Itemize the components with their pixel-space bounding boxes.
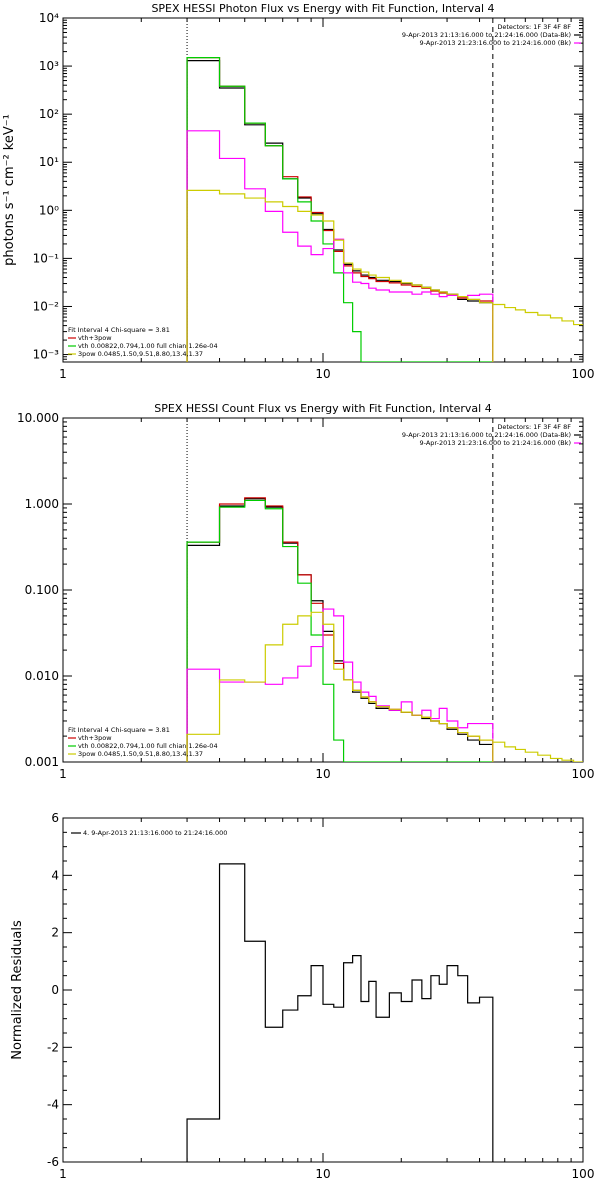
- series-vth: [186, 499, 493, 762]
- y-tick-label: 1.000: [25, 497, 59, 511]
- y-tick-label: 2: [51, 926, 59, 940]
- y-tick-label: 10.000: [17, 411, 59, 425]
- series-3pow-extension: [492, 741, 583, 762]
- plot-frame: [62, 417, 584, 763]
- legend-top-line: 9-Apr-2013 21:23:16.000 to 21:24:16.000 …: [420, 39, 571, 47]
- legend-top-line: Detectors: 1F 3F 4F 8F: [497, 23, 571, 31]
- legend-bottom-line: vth+3pow: [78, 334, 112, 342]
- y-tick-label: -6: [47, 1155, 59, 1169]
- legend-bottom-line: vth 0.00822,0.794,1.00 full chian 1.26e-…: [78, 342, 218, 350]
- series-bk: [186, 130, 494, 362]
- y-tick-label: 10⁴: [39, 11, 59, 25]
- legend-bottom-line: 3pow 0.0485,1.50,9.51,8.80,13.4,1.37: [78, 750, 203, 758]
- y-tick-label: 10⁻¹: [33, 251, 60, 265]
- y-tick-label: 10¹: [39, 155, 59, 169]
- y-tick-label: 10⁻²: [33, 299, 60, 313]
- y-tick-label: 0.001: [25, 755, 59, 769]
- series-data-bk: [186, 498, 494, 762]
- y-tick-label: 6: [51, 811, 59, 825]
- legend-top-line: 9-Apr-2013 21:23:16.000 to 21:24:16.000 …: [420, 439, 571, 447]
- plot-frame: [62, 17, 584, 363]
- legend-bottom-line: 3pow 0.0485,1.50,9.51,8.80,13.4,1.37: [78, 350, 203, 358]
- chart-panel-3: 1 10 100 -6 -4 -2 0 2 4 6 Normalized Residuals 4. 9…: [10, 811, 594, 1181]
- legend-bottom-line: Fit Interval 4 Chi-square = 3.81: [68, 326, 170, 334]
- series-data-bk: [186, 60, 494, 362]
- x-tick-label: 10: [315, 367, 330, 381]
- legend-bottom-line: vth 0.00822,0.794,1.00 full chian 1.26e-…: [78, 742, 218, 750]
- y-tick-label: 10⁻³: [33, 348, 60, 362]
- legend-top-line: 9-Apr-2013 21:13:16.000 to 21:24:16.000 …: [402, 31, 571, 39]
- y-tick-label: -4: [47, 1098, 59, 1112]
- y-tick-label: 10⁰: [39, 203, 59, 217]
- legend-bottom-line: Fit Interval 4 Chi-square = 3.81: [68, 726, 170, 734]
- legend-top-left: 4. 9-Apr-2013 21:13:16.000 to 21:24:16.0…: [83, 829, 227, 837]
- x-tick-label: 1: [59, 1167, 67, 1181]
- y-axis-label: photons s⁻¹ cm⁻² keV⁻¹: [2, 114, 17, 266]
- legend-top-line: Detectors: 1F 3F 4F 8F: [497, 423, 571, 431]
- x-tick-label: 1: [59, 767, 67, 781]
- x-tick-label: 100: [572, 767, 595, 781]
- x-tick-label: 100: [572, 1167, 595, 1181]
- chart-title: SPEX HESSI Count Flux vs Energy with Fit…: [154, 402, 491, 415]
- series-vth-3pow: [186, 497, 494, 762]
- y-tick-label: 10³: [39, 59, 59, 73]
- y-tick-label: 4: [51, 868, 59, 882]
- series-3pow: [186, 611, 494, 762]
- series-vth: [186, 57, 493, 362]
- x-tick-label: 100: [572, 367, 595, 381]
- x-tick-label: 10: [315, 767, 330, 781]
- series-3pow-extension: [492, 303, 583, 326]
- series-group: [186, 57, 583, 362]
- x-tick-label: 10: [315, 1167, 330, 1181]
- y-axis-label: Normalized Residuals: [10, 920, 25, 1060]
- series-residuals: [186, 863, 494, 1162]
- series-group: [186, 863, 494, 1162]
- y-tick-label: 0.100: [25, 583, 59, 597]
- chart-panel-1: SPEX HESSI Photon Flux vs Energy with Fi…: [2, 2, 594, 381]
- series-vth-3pow: [186, 57, 494, 362]
- y-tick-label: 0: [51, 983, 59, 997]
- chart-panel-2: SPEX HESSI Count Flux vs Energy with Fit…: [17, 402, 594, 781]
- series-bk: [186, 608, 494, 762]
- series-group: [186, 497, 583, 762]
- y-tick-label: 10²: [39, 107, 59, 121]
- legend-top-line: 9-Apr-2013 21:13:16.000 to 21:24:16.000 …: [402, 431, 571, 439]
- x-tick-label: 1: [59, 367, 67, 381]
- y-tick-label: 0.010: [25, 669, 59, 683]
- series-3pow: [186, 189, 494, 362]
- y-tick-label: -2: [47, 1040, 59, 1054]
- chart-title: SPEX HESSI Photon Flux vs Energy with Fi…: [151, 2, 494, 15]
- legend-bottom-line: vth+3pow: [78, 734, 112, 742]
